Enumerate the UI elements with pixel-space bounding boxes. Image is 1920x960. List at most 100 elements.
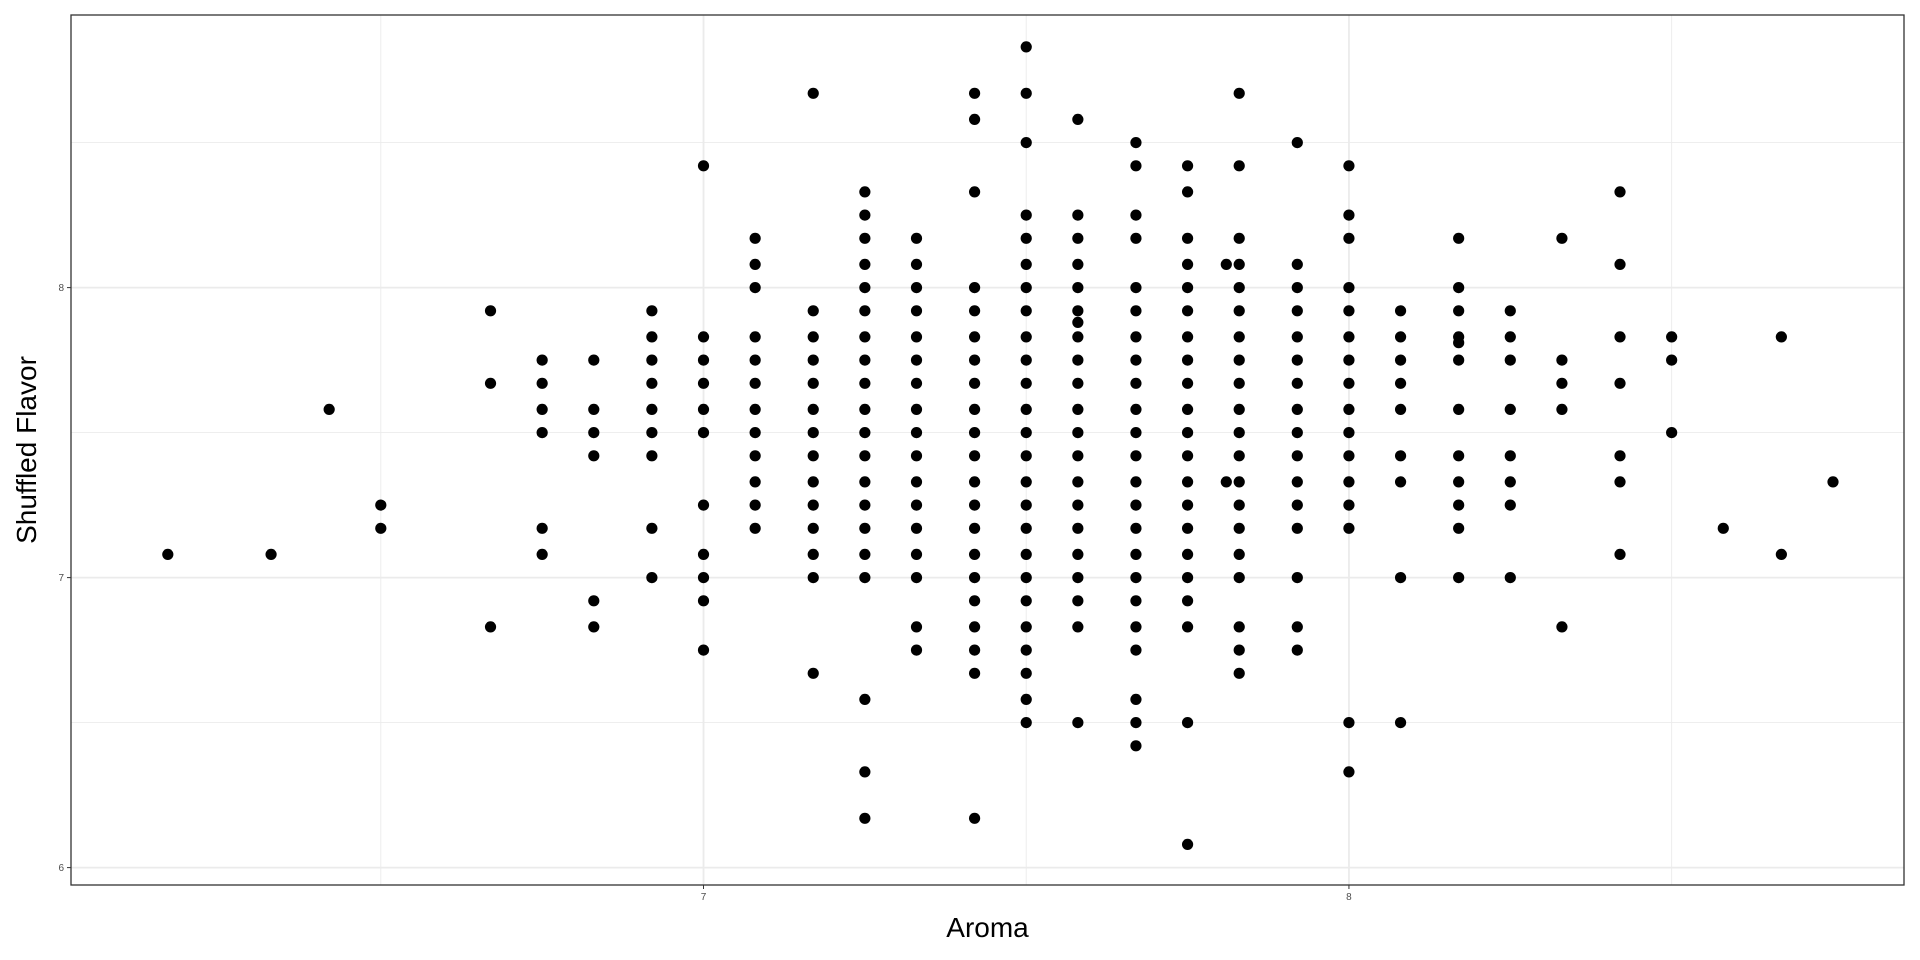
- data-point: [1181, 499, 1194, 511]
- data-point: [1291, 403, 1303, 415]
- data-point: [1291, 258, 1303, 270]
- data-point: [1504, 450, 1516, 462]
- data-point: [807, 450, 819, 462]
- data-point: [1020, 522, 1032, 534]
- data-point: [749, 522, 761, 534]
- data-point: [1181, 476, 1194, 488]
- data-point: [859, 403, 871, 415]
- data-point: [968, 548, 981, 561]
- data-point: [1130, 232, 1142, 244]
- data-point: [910, 644, 923, 656]
- data-point: [1343, 209, 1355, 221]
- data-point: [1504, 476, 1516, 488]
- data-point: [968, 282, 981, 294]
- data-point: [1453, 572, 1465, 584]
- data-point: [968, 354, 981, 366]
- data-point: [1453, 403, 1465, 415]
- data-point: [1020, 717, 1032, 729]
- data-point: [1130, 403, 1142, 415]
- data-point: [1020, 377, 1032, 389]
- data-point: [1556, 621, 1568, 633]
- data-point: [910, 476, 923, 488]
- data-point: [1130, 644, 1142, 656]
- data-point: [1556, 232, 1568, 244]
- data-point: [807, 476, 819, 488]
- data-point: [1394, 403, 1407, 415]
- data-point: [1343, 450, 1355, 462]
- data-point: [1130, 522, 1142, 534]
- data-point: [697, 644, 710, 656]
- data-point: [968, 595, 981, 607]
- data-point: [859, 693, 871, 706]
- data-point: [1233, 258, 1245, 270]
- data-point: [536, 522, 548, 534]
- data-point: [749, 354, 761, 366]
- data-point: [910, 427, 923, 439]
- data-point: [1504, 331, 1516, 343]
- data-point: [1020, 644, 1032, 656]
- data-point: [968, 331, 981, 343]
- data-point: [1343, 403, 1355, 415]
- data-point: [859, 427, 871, 439]
- data-point: [1130, 717, 1142, 729]
- data-point: [1453, 337, 1465, 349]
- data-point: [536, 548, 548, 561]
- data-point: [1504, 572, 1516, 584]
- data-point: [910, 522, 923, 534]
- data-point: [1233, 282, 1245, 294]
- data-point: [536, 354, 548, 366]
- data-point: [1233, 572, 1245, 584]
- data-point: [1394, 450, 1407, 462]
- data-point: [1181, 403, 1194, 415]
- data-point: [1394, 331, 1407, 343]
- data-point: [1343, 717, 1355, 729]
- data-point: [1072, 717, 1084, 729]
- data-point: [1614, 450, 1626, 462]
- data-point: [968, 403, 981, 415]
- data-point: [1020, 572, 1032, 584]
- data-point: [910, 232, 923, 244]
- data-point: [1343, 377, 1355, 389]
- data-point: [910, 403, 923, 415]
- data-point: [1020, 258, 1032, 270]
- data-point: [1130, 331, 1142, 343]
- data-point: [1020, 476, 1032, 488]
- data-point: [1291, 427, 1303, 439]
- data-point: [910, 621, 923, 633]
- data-point: [968, 499, 981, 511]
- data-point: [859, 186, 871, 198]
- data-point: [1453, 282, 1465, 294]
- data-point: [1181, 450, 1194, 462]
- data-point: [1220, 258, 1232, 270]
- data-point: [749, 258, 761, 270]
- data-point: [749, 476, 761, 488]
- data-point: [1233, 499, 1245, 511]
- data-point: [749, 331, 761, 343]
- data-point: [1291, 644, 1303, 656]
- data-point: [1343, 232, 1355, 244]
- data-point: [859, 572, 871, 584]
- data-point: [1020, 693, 1032, 706]
- data-point: [1291, 499, 1303, 511]
- data-point: [1181, 377, 1194, 389]
- data-point: [1072, 548, 1084, 561]
- data-point: [1181, 305, 1194, 317]
- data-point: [859, 232, 871, 244]
- data-point: [484, 377, 497, 389]
- data-point: [1072, 113, 1084, 125]
- data-point: [1666, 427, 1678, 439]
- data-point: [1233, 354, 1245, 366]
- x-tick-label: 8: [1346, 892, 1352, 903]
- data-point: [484, 621, 497, 633]
- data-point: [1020, 282, 1032, 294]
- data-point: [859, 499, 871, 511]
- data-point: [1181, 548, 1194, 561]
- data-point: [1504, 499, 1516, 511]
- data-point: [646, 450, 658, 462]
- data-point: [1020, 87, 1032, 99]
- data-point: [1072, 377, 1084, 389]
- data-point: [968, 621, 981, 633]
- data-point: [968, 476, 981, 488]
- data-point: [1291, 522, 1303, 534]
